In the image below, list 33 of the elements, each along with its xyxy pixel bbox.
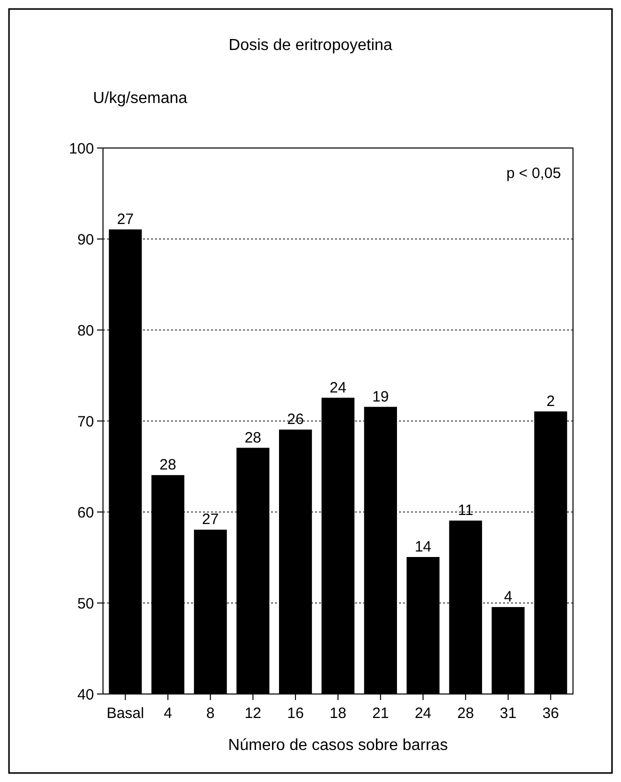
annotation: 2 [546,392,555,410]
annotation: 26 [287,411,304,428]
annotation: 28 [244,429,262,446]
x-tick-label: Basal [106,705,144,722]
x-tick-label: 36 [542,705,560,722]
x-tick-label: 16 [287,705,304,722]
annotation: 24 [330,379,346,396]
annotation: 27 [116,210,134,228]
y-axis-title: U/kg/semana [93,90,188,107]
x-tick-label: 12 [244,705,262,722]
x-tick-label: 28 [457,705,474,722]
annotation: 14 [414,538,432,556]
annotation: 27 [202,511,219,528]
y-tick-label: 80 [77,322,94,340]
y-tick-label: 40 [77,686,94,704]
annotation: 19 [372,388,389,406]
y-tick-label: 50 [77,595,94,612]
x-tick-label: 4 [164,705,172,722]
annotation: 28 [160,456,176,474]
x-tick-label: 31 [500,705,516,722]
y-tick-label: 70 [77,413,94,430]
y-tick-label: 100 [68,140,94,158]
x-tick-label: 21 [372,705,389,722]
annotation: 11 [458,502,474,520]
x-tick-label: 8 [206,705,215,722]
y-tick-label: 90 [77,231,94,248]
x-tick-label: 24 [414,705,432,722]
chart-title: Dosis de eritropoyetina [228,37,392,54]
x-axis-title: Número de casos sobre barras [228,737,448,754]
annotation: 4 [504,588,512,606]
y-tick-label: 60 [77,504,94,522]
annotation: p < 0,05 [506,165,561,182]
x-tick-label: 18 [330,705,346,722]
